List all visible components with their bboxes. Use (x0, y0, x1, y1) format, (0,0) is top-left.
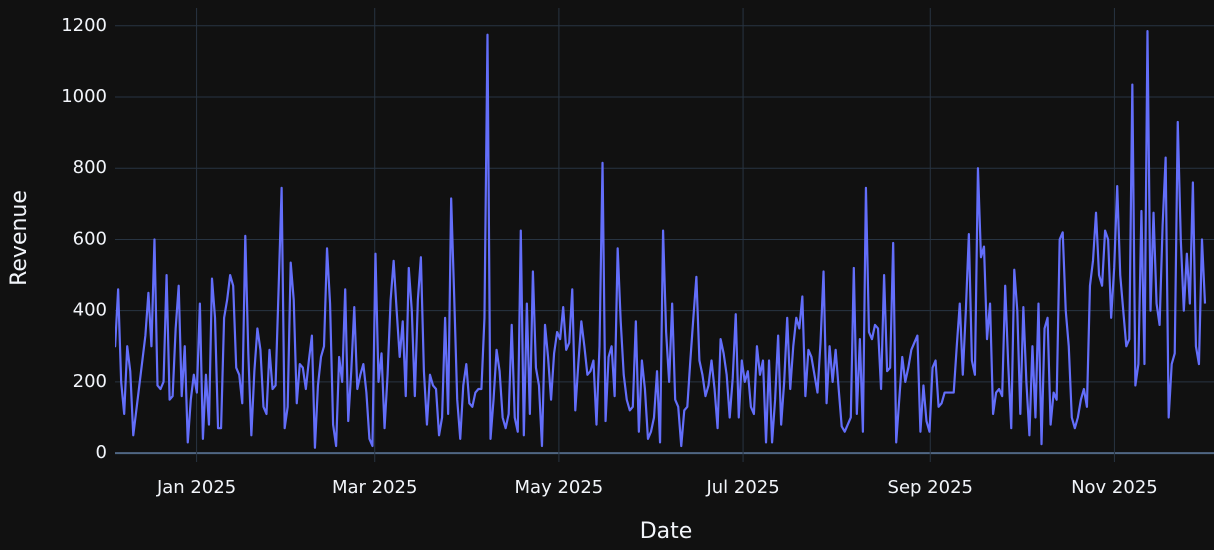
y-tick-label: 600 (73, 228, 107, 249)
x-axis-title: Date (640, 519, 693, 544)
y-axis-title: Revenue (7, 190, 32, 286)
line-series (115, 30, 1207, 449)
y-tick-label: 200 (73, 371, 107, 392)
x-tick-label: Sep 2025 (888, 477, 973, 498)
x-tick-label: Nov 2025 (1071, 477, 1158, 498)
x-tick-label: Jan 2025 (156, 477, 236, 498)
y-tick-label: 1000 (61, 86, 107, 107)
y-tick-label: 0 (96, 442, 107, 463)
x-tick-label: Jul 2025 (705, 477, 779, 498)
y-tick-label: 1200 (61, 15, 107, 36)
x-tick-label: May 2025 (515, 477, 604, 498)
y-tick-label: 400 (73, 300, 107, 321)
y-tick-label: 800 (73, 157, 107, 178)
x-tick-label: Mar 2025 (332, 477, 418, 498)
